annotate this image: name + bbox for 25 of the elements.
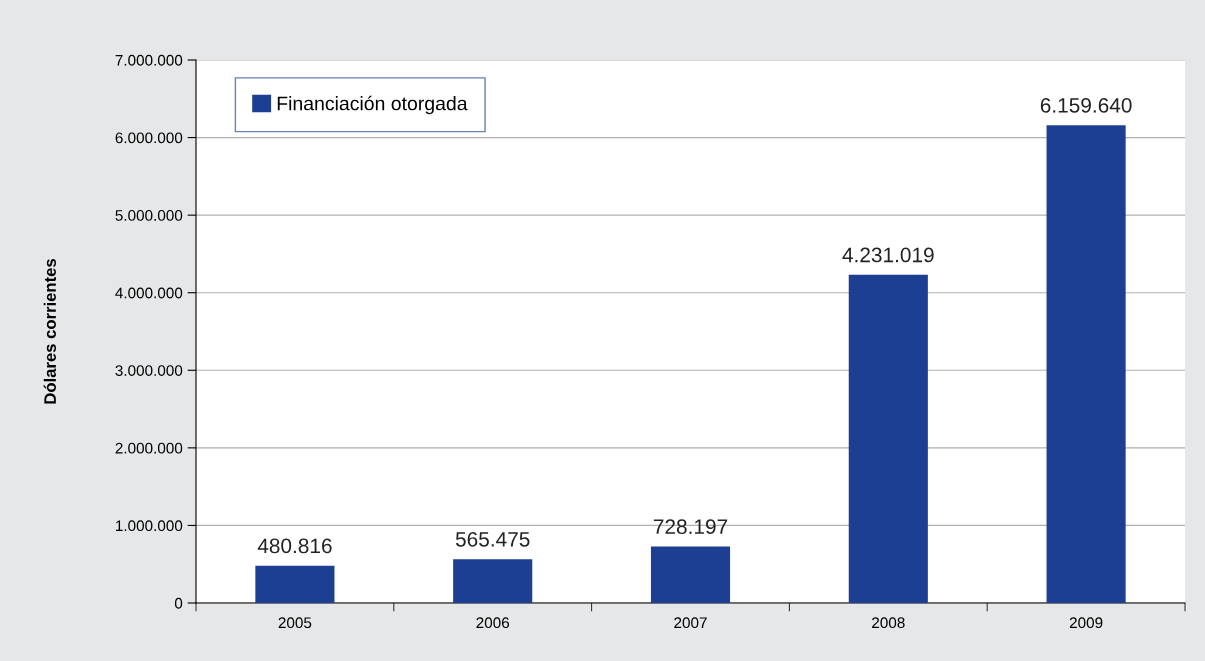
- y-tick-label: 3.000.000: [115, 365, 183, 376]
- bar: [650, 546, 731, 603]
- y-tick-label: 5.000.000: [115, 210, 183, 221]
- y-axis-title: Dólares corrientes: [43, 259, 56, 404]
- x-tick-label: 2005: [278, 617, 312, 629]
- text: 4.231.019: [842, 247, 934, 263]
- bar: [453, 559, 533, 603]
- x-tick-label: 2006: [476, 617, 510, 629]
- bar: [1046, 125, 1126, 603]
- y-tick-label: 1.000.000: [116, 520, 183, 532]
- bar: [848, 274, 928, 603]
- text: 6.159.640: [1040, 97, 1132, 113]
- x-tick-label: 2009: [1069, 617, 1103, 629]
- x-tick-label: 2008: [872, 617, 905, 629]
- x-tick-label: 2007: [674, 617, 707, 629]
- legend-label: Financiación otorgada: [277, 95, 468, 115]
- y-tick-label: 0: [174, 597, 183, 609]
- text: 565.475: [455, 531, 530, 547]
- text: 480.816: [257, 538, 332, 554]
- y-tick-label: 4.000.000: [115, 287, 183, 299]
- y-tick-label: 7.000.000: [115, 54, 183, 66]
- text: 728.197: [653, 519, 728, 535]
- bar: [255, 565, 335, 603]
- y-tick-label: 2.000.000: [115, 442, 183, 454]
- y-tick-label: 6.000.000: [115, 132, 183, 144]
